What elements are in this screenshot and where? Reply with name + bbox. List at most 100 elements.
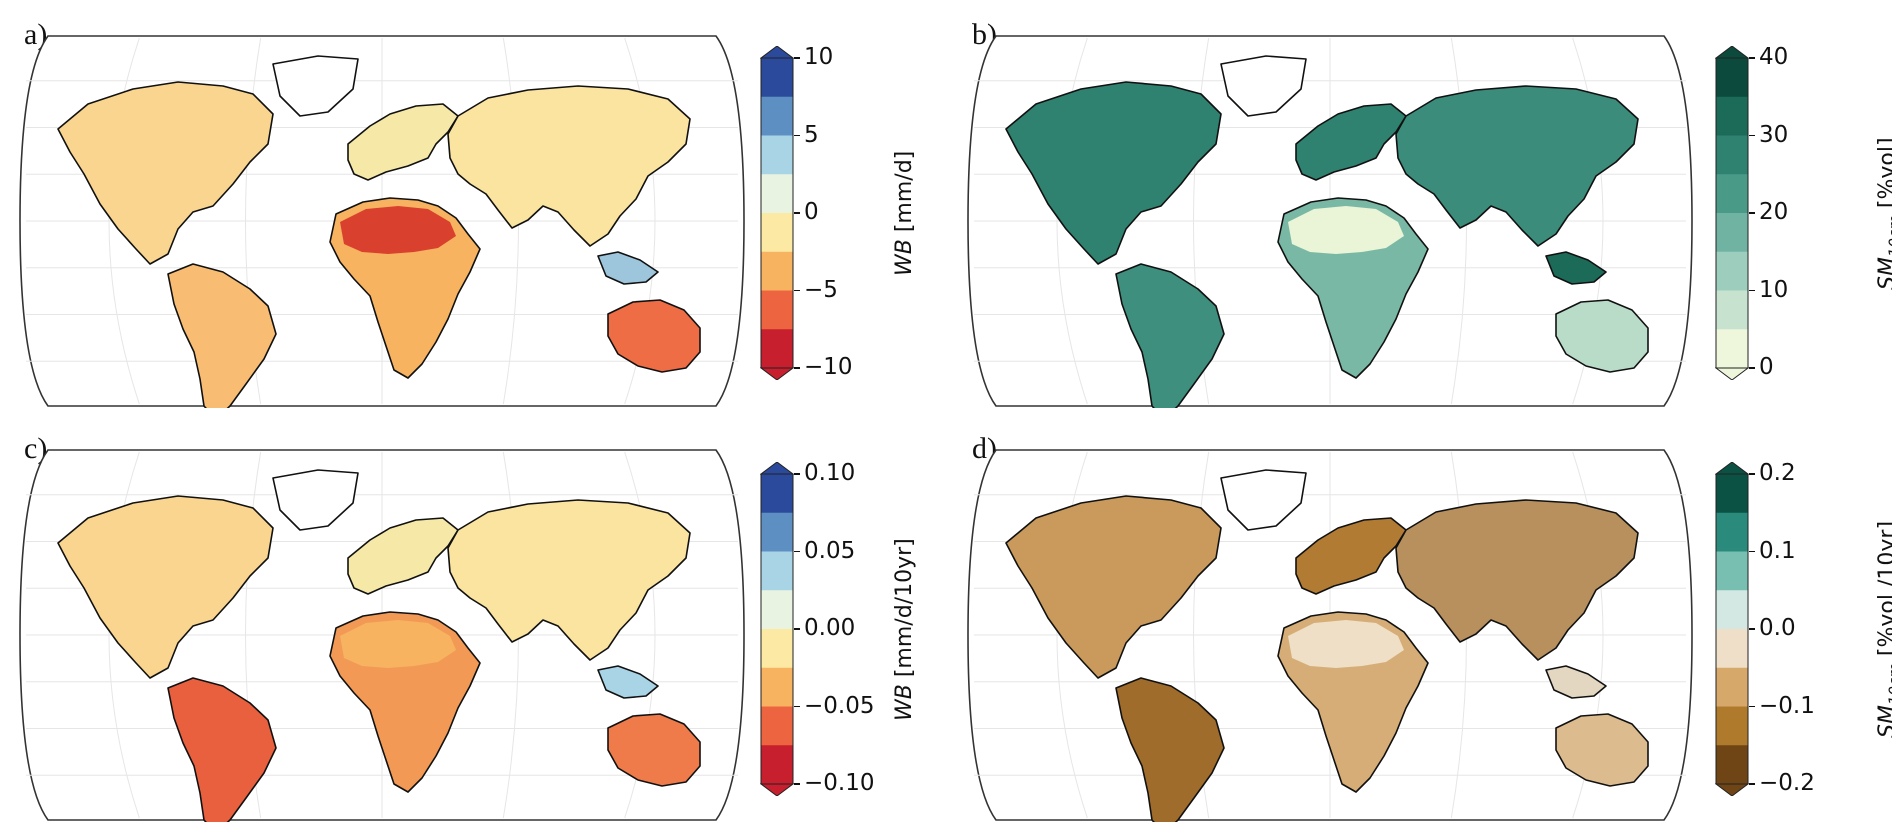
- land-asia: [1395, 499, 1639, 661]
- colorbar-tickmark: [794, 289, 800, 292]
- colorbar-tick-label: −0.10: [804, 770, 875, 796]
- colorbar-tickmark: [1749, 473, 1755, 475]
- colorbar-outline: [760, 473, 794, 785]
- land-north-america: [1005, 81, 1222, 265]
- colorbar-tick-label: −5: [804, 276, 838, 303]
- colorbar-tickmark: [1749, 367, 1755, 369]
- colorbar-tick-label: 0.0: [1759, 615, 1796, 641]
- colorbar-tickmark: [794, 628, 800, 630]
- colorbar-segment: [1716, 551, 1748, 591]
- colorbar-label-unit: [%vol /10yr]: [1875, 520, 1892, 656]
- colorbar-segment: [1716, 290, 1748, 330]
- land-asia: [1395, 85, 1639, 247]
- colorbar-segment: [761, 329, 793, 369]
- colorbar-segment: [761, 96, 793, 136]
- colorbar-segment: [1716, 213, 1748, 253]
- colorbar-tick-label: 0: [1759, 354, 1774, 380]
- colorbar-tick-label: 0.00: [804, 615, 856, 641]
- colorbar-segment: [761, 58, 793, 98]
- colorbar-tickmark: [794, 134, 800, 137]
- colorbar-label: SM10cm [%vol]: [1875, 137, 1892, 290]
- land-greenland: [1220, 55, 1307, 117]
- colorbar-tickmark: [1749, 783, 1755, 785]
- colorbar-segment: [1716, 174, 1748, 214]
- colorbar-label-unit: [mm/d]: [892, 150, 917, 239]
- graticule-meridian: [1056, 451, 1088, 819]
- colorbar-extend-bottom: [1715, 367, 1749, 380]
- colorbar-label-variable: WB: [892, 683, 917, 721]
- colorbar-tickmark: [794, 783, 800, 785]
- colorbar-label-variable: SM: [1875, 256, 1892, 290]
- land-asia: [447, 499, 691, 661]
- colorbar-tick-label: 0.2: [1759, 460, 1796, 486]
- colorbar: [1715, 462, 1749, 796]
- land-australia: [1555, 299, 1649, 373]
- colorbar-segment: [1716, 512, 1748, 552]
- colorbar-label-variable: SM: [1875, 704, 1892, 738]
- colorbar-segment: [1716, 96, 1748, 136]
- colorbar-tick-label: −0.2: [1759, 770, 1815, 796]
- colorbar-segment: [761, 512, 793, 552]
- colorbar-tickmark: [794, 705, 800, 708]
- colorbar-segment: [1716, 745, 1748, 785]
- colorbar-segment: [761, 551, 793, 591]
- colorbar: [760, 462, 794, 796]
- land-australia: [607, 713, 701, 787]
- colorbar-label: SM10cm [%vol /10yr]: [1875, 520, 1892, 737]
- colorbar-segment: [1716, 590, 1748, 630]
- colorbar-label: WB [mm/d/10yr]: [892, 538, 917, 721]
- colorbar-segment: [761, 251, 793, 291]
- land-se-asia: [597, 665, 659, 699]
- colorbar-segment: [1716, 251, 1748, 291]
- colorbar-extend-top: [1715, 462, 1749, 475]
- land-sahara: [340, 206, 456, 254]
- land-australia: [1555, 713, 1649, 787]
- colorbar-tickmark: [794, 550, 800, 553]
- colorbar-tick-label: 40: [1759, 44, 1789, 70]
- colorbar-tickmark: [1749, 289, 1755, 292]
- colorbar-label-subscript: 10cm: [1885, 662, 1892, 705]
- colorbar-segment: [1716, 329, 1748, 369]
- colorbar-label-unit: [mm/d/10yr]: [892, 537, 917, 684]
- graticule-meridian: [108, 451, 140, 819]
- colorbar-tick-label: 10: [804, 44, 834, 70]
- colorbar-extend-top: [760, 462, 794, 475]
- colorbar-segment: [761, 474, 793, 514]
- colorbar-tick-label: 10: [1759, 276, 1789, 303]
- land-north-america: [57, 495, 274, 679]
- colorbar-tickmark: [1749, 628, 1755, 630]
- colorbar-label-subscript: 10cm: [1885, 214, 1892, 257]
- land-north-america: [1005, 495, 1222, 679]
- panel-label: a): [24, 18, 48, 51]
- colorbar-segment: [1716, 135, 1748, 175]
- colorbar-segment: [1716, 706, 1748, 746]
- colorbar: [1715, 46, 1749, 380]
- land-north-america: [57, 81, 274, 265]
- land-sahara: [1288, 206, 1404, 254]
- colorbar-tick-label: 0: [804, 199, 819, 225]
- colorbar-segment: [1716, 667, 1748, 707]
- colorbar-label-variable: WB: [892, 238, 917, 276]
- world-map: [19, 449, 745, 822]
- colorbar-label-unit: [%vol]: [1875, 136, 1892, 208]
- land-europe: [347, 517, 459, 595]
- colorbar-tick-label: 0.05: [804, 537, 856, 564]
- world-map: [19, 35, 745, 408]
- colorbar-tickmark: [1749, 705, 1755, 708]
- colorbar-segment: [1716, 474, 1748, 514]
- land-south-america: [167, 263, 277, 408]
- colorbar-tickmark: [794, 367, 800, 369]
- land-se-asia: [1545, 251, 1607, 285]
- colorbar-extend-bottom: [760, 367, 794, 380]
- land-se-asia: [597, 251, 659, 285]
- world-map: [967, 35, 1693, 408]
- colorbar-tickmark: [1749, 212, 1755, 214]
- world-map: [967, 449, 1693, 822]
- colorbar-tickmark: [1749, 57, 1755, 59]
- land-greenland: [1220, 469, 1307, 531]
- land-europe: [347, 103, 459, 181]
- colorbar-tick-label: 0.1: [1759, 537, 1796, 564]
- land-asia: [447, 85, 691, 247]
- colorbar-segment: [761, 213, 793, 253]
- land-sahara: [1288, 620, 1404, 668]
